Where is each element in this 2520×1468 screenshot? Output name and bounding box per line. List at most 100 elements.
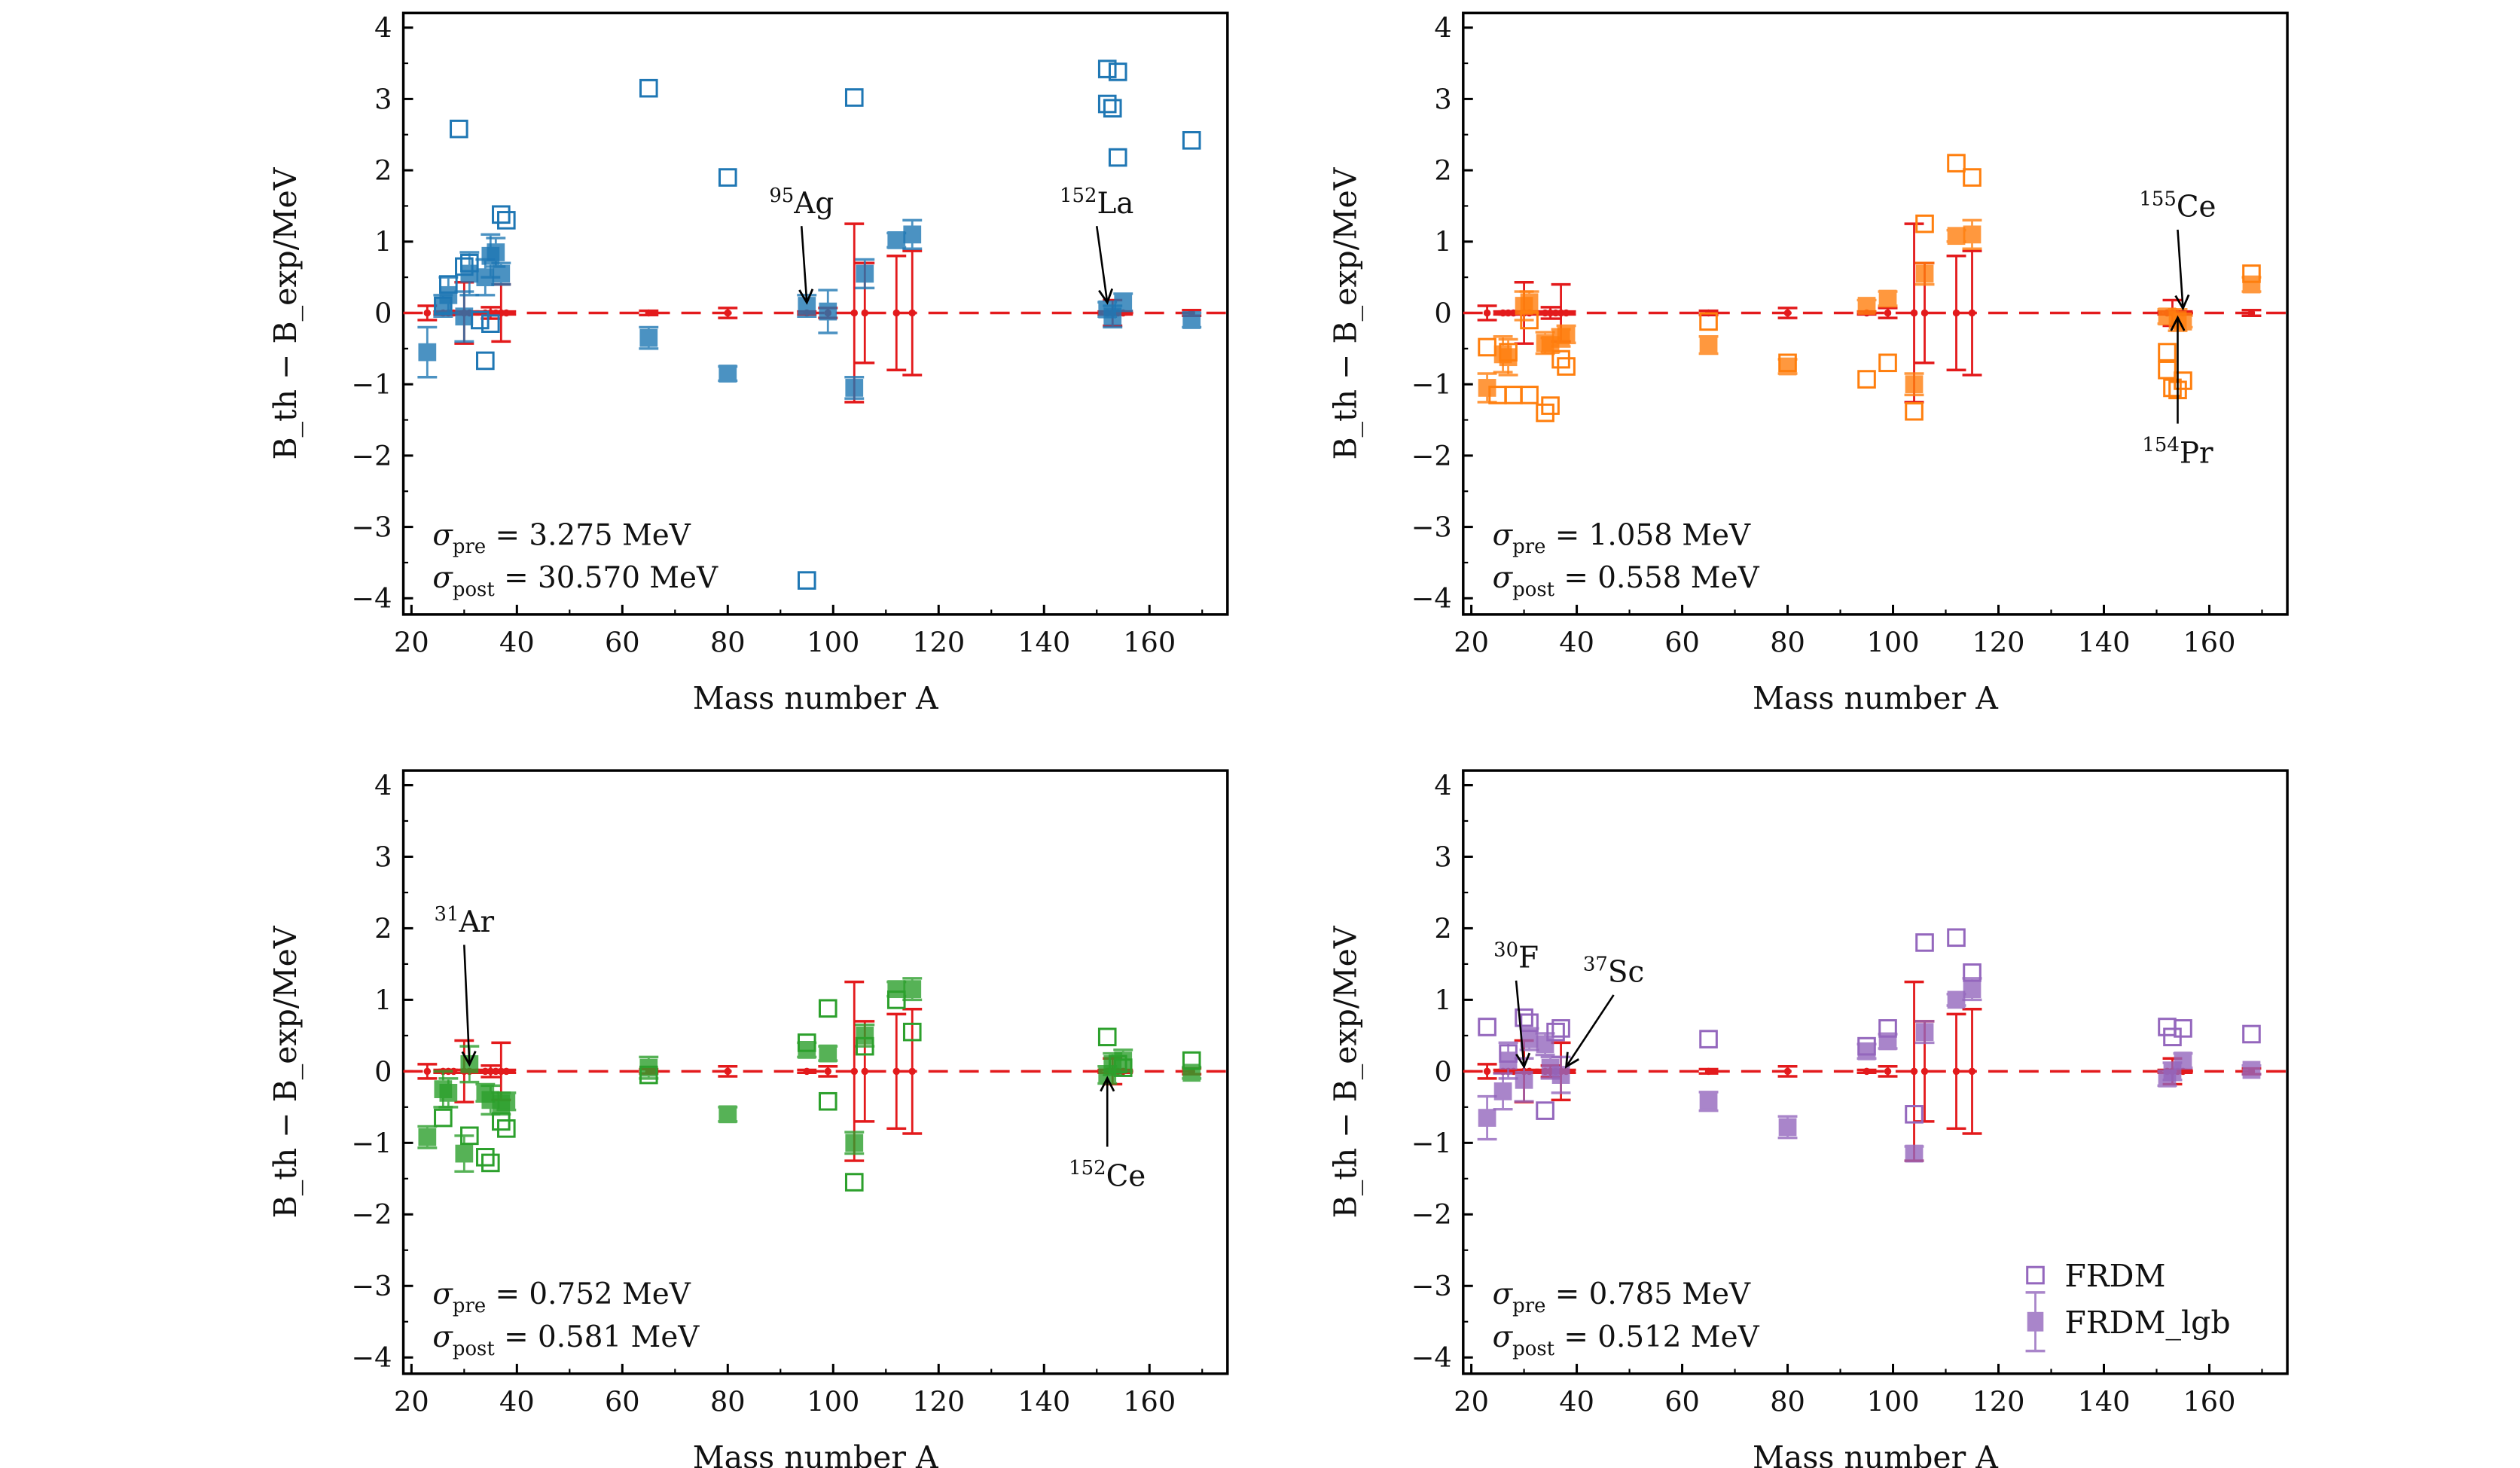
arrow-head-icon xyxy=(1100,1076,1115,1092)
reference-dot xyxy=(1910,309,1918,317)
reference-dot xyxy=(1921,309,1929,317)
x-tick-label: 140 xyxy=(2077,627,2130,659)
reference-point xyxy=(886,254,907,371)
reference-point xyxy=(1946,254,1966,371)
reference-point xyxy=(1777,307,1798,319)
y-tick-label: −3 xyxy=(1411,1270,1452,1302)
post-model-point xyxy=(639,325,659,350)
x-tick-label: 120 xyxy=(1972,627,2024,659)
post-model-point xyxy=(1113,292,1133,313)
post-marker xyxy=(460,264,479,283)
post-marker xyxy=(1857,297,1876,315)
annotation-label: 30F xyxy=(1493,939,1539,975)
reference-dot xyxy=(1704,1067,1713,1076)
reference-point xyxy=(844,222,865,404)
post-marker xyxy=(1963,980,1982,999)
post-model-point xyxy=(2173,1051,2193,1070)
sigma-pre-text: σpre = 1.058 MeV xyxy=(1493,518,1751,558)
reference-dot xyxy=(892,1067,901,1076)
pre-model-point xyxy=(902,1022,922,1042)
y-axis-label: B_th − B_exp/MeV xyxy=(1327,925,1363,1218)
x-tick-label: 40 xyxy=(499,1385,535,1418)
post-model-point xyxy=(417,1125,438,1149)
reference-dot xyxy=(724,1067,732,1076)
reference-dot xyxy=(861,309,869,317)
post-model-point xyxy=(1904,372,1924,397)
reference-point xyxy=(417,304,438,322)
post-model-point xyxy=(1182,311,1202,329)
panel-bottom-right: 4 3 2 1 0 −1 −2 −3 −420 40 60 80 100 120 140 160 Mass nu… xyxy=(1327,769,2289,1468)
pre-model-point xyxy=(481,1153,500,1173)
y-tick-label: 2 xyxy=(1434,154,1451,187)
x-tick-label: 100 xyxy=(1867,627,1920,659)
post-marker xyxy=(1499,1051,1518,1070)
post-marker xyxy=(1915,264,1934,283)
post-marker xyxy=(819,1044,837,1063)
post-model-point xyxy=(1519,1027,1539,1051)
pre-model-point xyxy=(481,314,500,333)
post-model-point xyxy=(1962,218,1982,250)
arrow-head-icon xyxy=(2174,294,2190,311)
arrow-line xyxy=(800,226,808,303)
y-tick-label: 4 xyxy=(1434,12,1451,44)
sigma-pre-text: σpre = 3.275 MeV xyxy=(432,518,691,558)
x-tick-label: 160 xyxy=(2183,627,2235,659)
pre-model-point xyxy=(1108,148,1127,167)
post-marker xyxy=(887,980,906,999)
reference-dot xyxy=(1921,1067,1929,1076)
reference-dot xyxy=(450,1067,458,1076)
post-model-point xyxy=(1493,1072,1513,1111)
reference-dot xyxy=(423,309,432,317)
pre-model-point xyxy=(718,168,737,187)
post-model-point xyxy=(1914,261,1935,286)
arrow-line xyxy=(1095,225,1109,303)
reference-point xyxy=(1477,1063,1497,1080)
x-tick-label: 160 xyxy=(1123,627,1176,659)
post-marker xyxy=(903,225,922,244)
legend-filled-square-icon xyxy=(2025,1291,2046,1353)
post-model-point xyxy=(855,258,875,290)
annotation-label: 152La xyxy=(1060,185,1133,221)
y-axis-label: B_th − B_exp/MeV xyxy=(267,925,304,1218)
x-tick-label: 120 xyxy=(912,1385,965,1418)
isotope-symbol: Ag xyxy=(793,187,834,221)
x-tick-label: 80 xyxy=(710,627,746,659)
pre-model-point xyxy=(476,1148,495,1167)
reference-dot xyxy=(1483,309,1491,317)
post-marker xyxy=(845,1134,864,1152)
post-marker xyxy=(1557,325,1576,343)
post-marker xyxy=(1182,1064,1201,1082)
panel-bottom-left: 4 3 2 1 0 −1 −2 −3 −420 40 60 80 100 120 140 160 Mass nu… xyxy=(267,769,1229,1468)
reference-dot xyxy=(1483,1067,1491,1076)
pre-model-point xyxy=(1108,63,1127,81)
post-marker xyxy=(455,1144,474,1163)
reference-dot xyxy=(1910,1067,1918,1076)
post-model-point xyxy=(855,1023,875,1048)
post-model-point xyxy=(1914,1020,1935,1045)
x-tick-label: 140 xyxy=(2077,1385,2130,1418)
pre-model-point xyxy=(1857,370,1876,389)
y-tick-label: −1 xyxy=(351,1127,392,1159)
post-marker xyxy=(1905,375,1924,394)
y-tick-label: 0 xyxy=(1434,1055,1451,1088)
pre-model-point xyxy=(497,211,516,230)
pre-model-point xyxy=(476,351,495,371)
reference-dot xyxy=(423,1067,432,1076)
x-tick-label: 140 xyxy=(1017,627,1070,659)
y-tick-label: 3 xyxy=(374,841,392,873)
post-marker xyxy=(856,264,874,283)
post-marker xyxy=(2174,1051,2192,1070)
post-marker xyxy=(1878,1032,1897,1051)
sigma-pre-text: σpre = 0.752 MeV xyxy=(432,1277,691,1317)
pre-model-point xyxy=(1963,168,1982,187)
y-tick-label: −1 xyxy=(1411,368,1452,401)
post-marker xyxy=(798,1040,816,1059)
pre-model-point xyxy=(2174,1019,2192,1038)
reference-dot xyxy=(824,1067,832,1076)
post-marker xyxy=(639,1058,658,1077)
post-marker xyxy=(418,343,437,362)
pre-model-point xyxy=(1947,928,1966,948)
x-tick-label: 60 xyxy=(605,627,640,659)
reference-point xyxy=(886,1012,907,1131)
post-model-point xyxy=(718,1105,738,1124)
